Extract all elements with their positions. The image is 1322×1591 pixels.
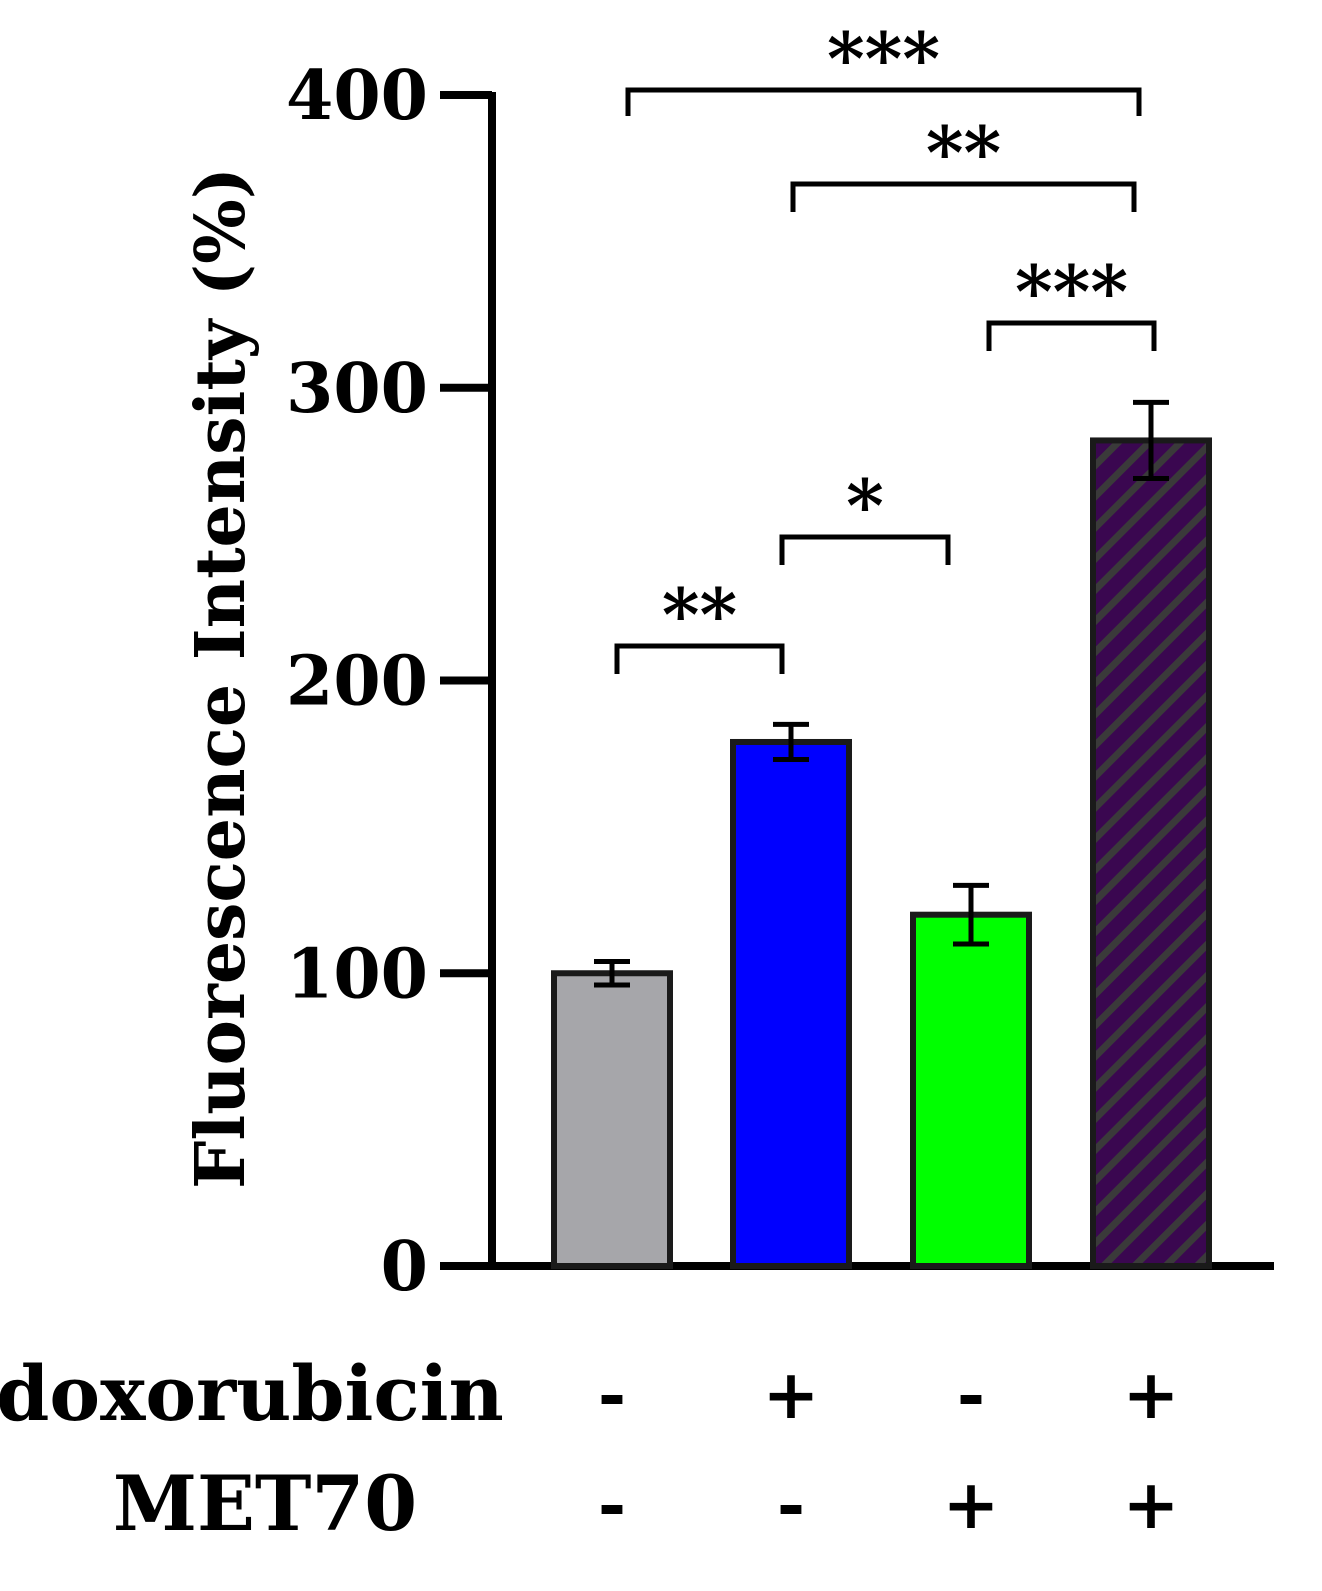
significance-bracket-3 [986,320,1157,351]
significance-layer: *********** [614,16,1157,674]
significance-label-1: ** [662,572,737,657]
y-tick-label-300: 300 [286,349,428,429]
significance-bracket-5 [625,87,1142,116]
y-tick-label-400: 400 [286,56,428,136]
significance-label-2: * [846,463,884,548]
bar-4 [1090,437,1212,1269]
condition-sign-1-2: + [763,1355,820,1435]
error-bars-layer [594,399,1169,988]
bar-1 [551,970,673,1269]
significance-bracket-4 [790,181,1137,212]
significance-label-5: *** [827,16,940,101]
significance-bracket-2 [779,534,951,565]
bars-layer [551,437,1212,1269]
significance-label-3: *** [1015,249,1128,334]
condition-sign-1-3: - [957,1355,985,1435]
labels-layer: 0 100 200 300 400 Fluorescence Intensity (%) d… [0,56,1179,1548]
condition-label-2: MET70 [113,1459,417,1548]
condition-sign-1-4: + [1123,1355,1180,1435]
condition-sign-2-3: + [943,1465,1000,1545]
y-tick-label-100: 100 [286,934,428,1014]
significance-bracket-1 [614,643,785,674]
condition-sign-2-1: - [598,1465,626,1545]
y-tick-label-0: 0 [381,1227,428,1307]
y-tick-label-200: 200 [286,642,428,722]
condition-sign-2-4: + [1123,1465,1180,1545]
bar-2 [730,738,852,1269]
condition-sign-1-1: - [598,1355,626,1435]
bar-3 [910,911,1032,1269]
y-axis-title: Fluorescence Intensity (%) [181,167,261,1189]
condition-sign-2-2: - [777,1465,805,1545]
condition-label-1: doxorubicin [0,1349,504,1438]
significance-label-4: ** [926,110,1001,195]
